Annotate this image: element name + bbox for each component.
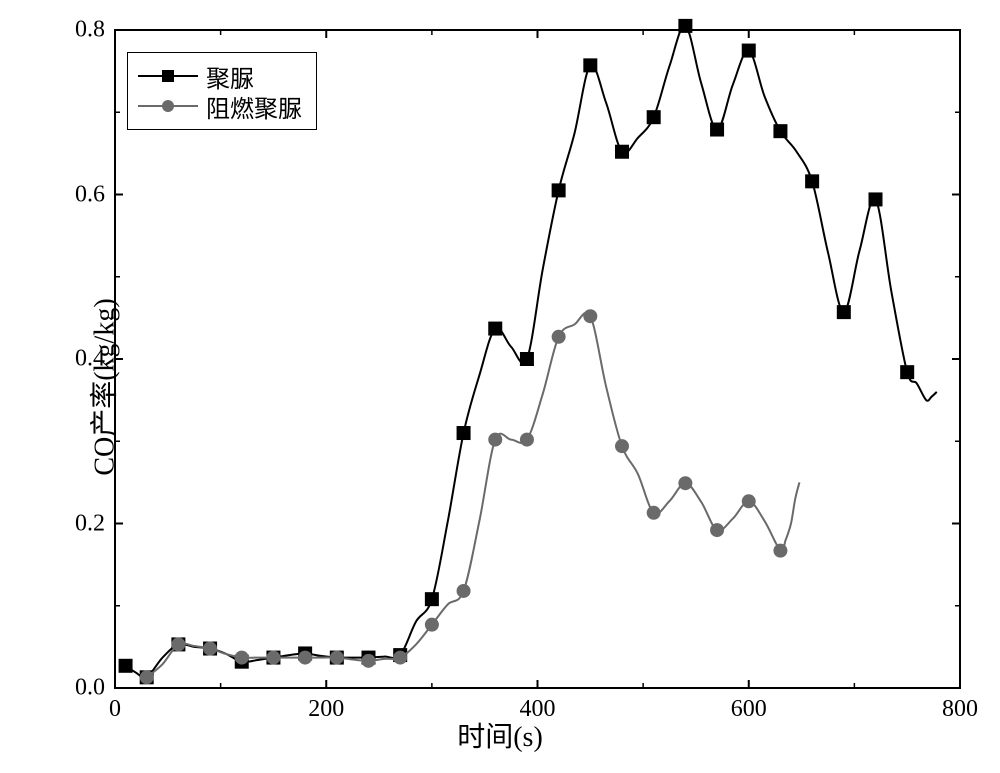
legend-item-2: 阻燃聚脲	[138, 91, 302, 121]
y-tick-label: 0.2	[75, 510, 105, 537]
chart-container: CO产率(kg/kg) 时间(s) 聚脲 阻燃聚脲 02004006008000…	[0, 0, 1000, 773]
legend-line-1	[138, 75, 198, 77]
y-tick-label: 0.8	[75, 17, 105, 44]
x-tick-label: 600	[731, 696, 767, 723]
legend-item-1: 聚脲	[138, 61, 302, 91]
y-tick-label: 0.6	[75, 181, 105, 208]
legend-line-2	[138, 105, 198, 107]
legend-label-2: 阻燃聚脲	[206, 89, 302, 124]
x-tick-label: 800	[942, 696, 978, 723]
legend: 聚脲 阻燃聚脲	[127, 52, 317, 130]
square-marker-icon	[162, 70, 174, 82]
x-tick-label: 0	[109, 696, 121, 723]
x-tick-label: 400	[520, 696, 556, 723]
y-tick-label: 0.4	[75, 346, 105, 373]
y-axis-label: CO产率(kg/kg)	[83, 298, 123, 475]
y-tick-label: 0.0	[75, 675, 105, 702]
circle-marker-icon	[162, 100, 174, 112]
x-tick-label: 200	[308, 696, 344, 723]
